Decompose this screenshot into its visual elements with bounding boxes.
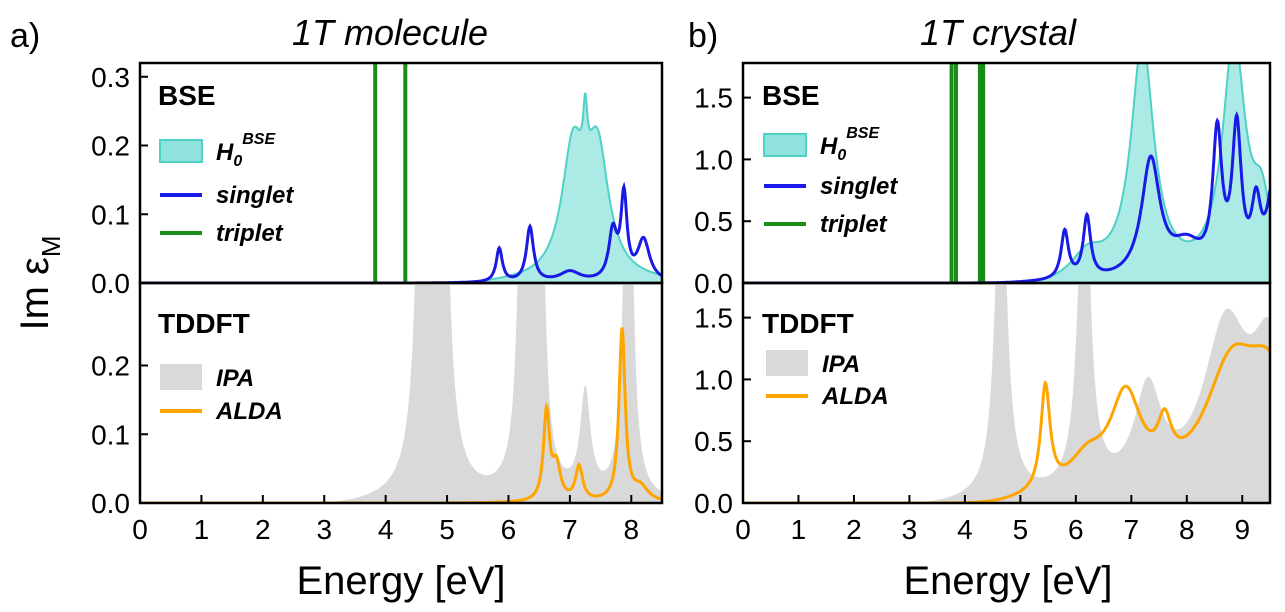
y-tick-label: 0.5: [694, 426, 733, 457]
panel-b-top-legend: H0BSE singlet triplet: [763, 125, 898, 238]
panel-a: a) 1T molecule 0.00.10.20.3 BSE H0BSE si…: [10, 12, 664, 603]
panel-b-bottom-plot: 0.0 0.5 1.0 1.5 0 1 2 3 4 5 6 7 8 9 TDDFT IPA ALDA: [694, 281, 1272, 545]
x-tick-label: 9: [1234, 514, 1250, 545]
y-tick-label: 0.0: [694, 488, 733, 519]
x-tick-label: 2: [846, 514, 862, 545]
legend-ipa-swatch: [160, 364, 202, 390]
y-axis-label: Im εM: [13, 235, 66, 330]
x-tick-label: 8: [624, 514, 640, 545]
panel-b-title: 1T crystal: [920, 12, 1077, 53]
legend-triplet-label: triplet: [820, 211, 888, 238]
h0-bse-area: [140, 92, 662, 283]
x-tick-label: 1: [194, 514, 210, 545]
panel-b: b) 1T crystal 0.00.51.01.5 BSE H0BSE sin…: [688, 12, 1272, 603]
alda-line: [743, 342, 1270, 503]
panel-b-bottom-y-axis: 0.0 0.5 1.0 1.5: [694, 303, 751, 519]
y-tick-label: 1.0: [694, 144, 733, 175]
x-tick-label: 3: [316, 514, 332, 545]
legend-ipa-label: IPA: [822, 351, 860, 378]
legend-h0-swatch: [159, 139, 203, 163]
x-tick-label: 7: [562, 514, 578, 545]
panel-b-x-axis-title: Energy [eV]: [903, 559, 1112, 603]
x-tick-label: 0: [132, 514, 148, 545]
panel-b-top-plot: 0.00.51.01.5 BSE H0BSE singlet triplet: [694, 61, 1272, 299]
panel-a-bottom-y-axis: 0.0 0.1 0.2: [91, 351, 148, 519]
x-tick-label: 6: [1068, 514, 1084, 545]
panel-a-bottom-legend: IPA ALDA: [160, 364, 283, 425]
panel-b-bottom-method-label: TDDFT: [762, 308, 854, 339]
x-tick-label: 4: [957, 514, 973, 545]
legend-alda-label: ALDA: [215, 398, 283, 425]
x-tick-label: 2: [255, 514, 271, 545]
panel-a-x-axis-title: Energy [eV]: [296, 559, 505, 603]
legend-h0-sub: 0: [233, 153, 242, 170]
y-tick-label: 1.5: [694, 303, 733, 334]
y-tick-label: 0.0: [91, 268, 130, 299]
x-tick-label: 7: [1124, 514, 1140, 545]
y-axis-label-main: Im ε: [13, 257, 57, 331]
triplet-lines: [949, 63, 986, 283]
panel-a-bottom-plot: 0.0 0.1 0.2 0 1 2 3 4 5 6 7 8 TDDFT IPA ALDA: [91, 281, 664, 545]
panel-a-x-axis: 0 1 2 3 4 5 6 7 8: [132, 495, 639, 545]
panel-a-label: a): [10, 17, 40, 55]
x-tick-label: 5: [439, 514, 455, 545]
panel-b-x-axis: 0 1 2 3 4 5 6 7 8 9: [735, 495, 1250, 545]
y-tick-label: 0.3: [91, 62, 130, 93]
y-tick-label: 0.2: [91, 131, 130, 162]
panel-b-top-method-label: BSE: [762, 80, 820, 111]
legend-ipa-label: IPA: [216, 365, 254, 392]
x-tick-label: 5: [1013, 514, 1029, 545]
legend-alda-label: ALDA: [821, 383, 889, 410]
y-tick-label: 0.1: [91, 419, 130, 450]
legend-h0-sup: BSE: [846, 125, 880, 142]
legend-h0-main: H: [216, 139, 234, 166]
y-tick-label: 1.0: [694, 364, 733, 395]
legend-h0-sub: 0: [837, 147, 846, 164]
legend-singlet-label: singlet: [216, 182, 294, 209]
legend-h0-label: H0BSE: [820, 125, 880, 164]
panel-b-top-y-axis: 0.0 0.5 1.0 1.5: [694, 83, 751, 299]
legend-h0-label: H0BSE: [216, 131, 276, 170]
panel-a-top-y-axis: 0.0 0.1 0.2 0.3: [91, 62, 148, 299]
alda-line: [140, 327, 662, 503]
svg-text:Im εM: Im εM: [13, 235, 66, 330]
panel-a-bottom-frame: [138, 281, 664, 505]
panel-a-top-method-label: BSE: [158, 80, 216, 111]
x-tick-label: 6: [501, 514, 517, 545]
ipa-area: [743, 283, 1270, 503]
panel-a-bottom-method-label: TDDFT: [158, 308, 250, 339]
triplet-lines: [373, 63, 408, 283]
panel-a-top-legend: H0BSE singlet triplet: [159, 131, 294, 247]
y-tick-label: 1.5: [694, 83, 733, 114]
legend-h0-swatch: [763, 133, 807, 157]
legend-triplet-label: triplet: [216, 220, 284, 247]
y-axis-label-sub: M: [36, 235, 66, 257]
legend-ipa-swatch: [766, 350, 808, 376]
singlet-line: [140, 181, 662, 283]
y-tick-label: 0.2: [91, 351, 130, 382]
y-tick-label: 0.0: [91, 488, 130, 519]
x-tick-label: 0: [735, 514, 751, 545]
panel-b-bottom-legend: IPA ALDA: [766, 350, 889, 410]
y-tick-label: 0.0: [694, 268, 733, 299]
x-tick-label: 1: [791, 514, 807, 545]
y-tick-label: 0.1: [91, 199, 130, 230]
x-tick-label: 8: [1179, 514, 1195, 545]
x-tick-label: 3: [902, 514, 918, 545]
panel-b-label: b): [688, 17, 718, 55]
ipa-area: [140, 283, 662, 503]
legend-h0-sup: BSE: [242, 131, 276, 148]
x-tick-label: 4: [378, 514, 394, 545]
y-tick-label: 0.5: [694, 206, 733, 237]
panel-b-bottom-frame: [741, 281, 1272, 505]
panel-a-top-plot: 0.00.10.20.3 BSE H0BSE singlet triplet: [91, 61, 664, 299]
legend-singlet-label: singlet: [820, 173, 898, 200]
legend-h0-main: H: [820, 133, 838, 160]
panel-a-title: 1T molecule: [292, 12, 488, 53]
